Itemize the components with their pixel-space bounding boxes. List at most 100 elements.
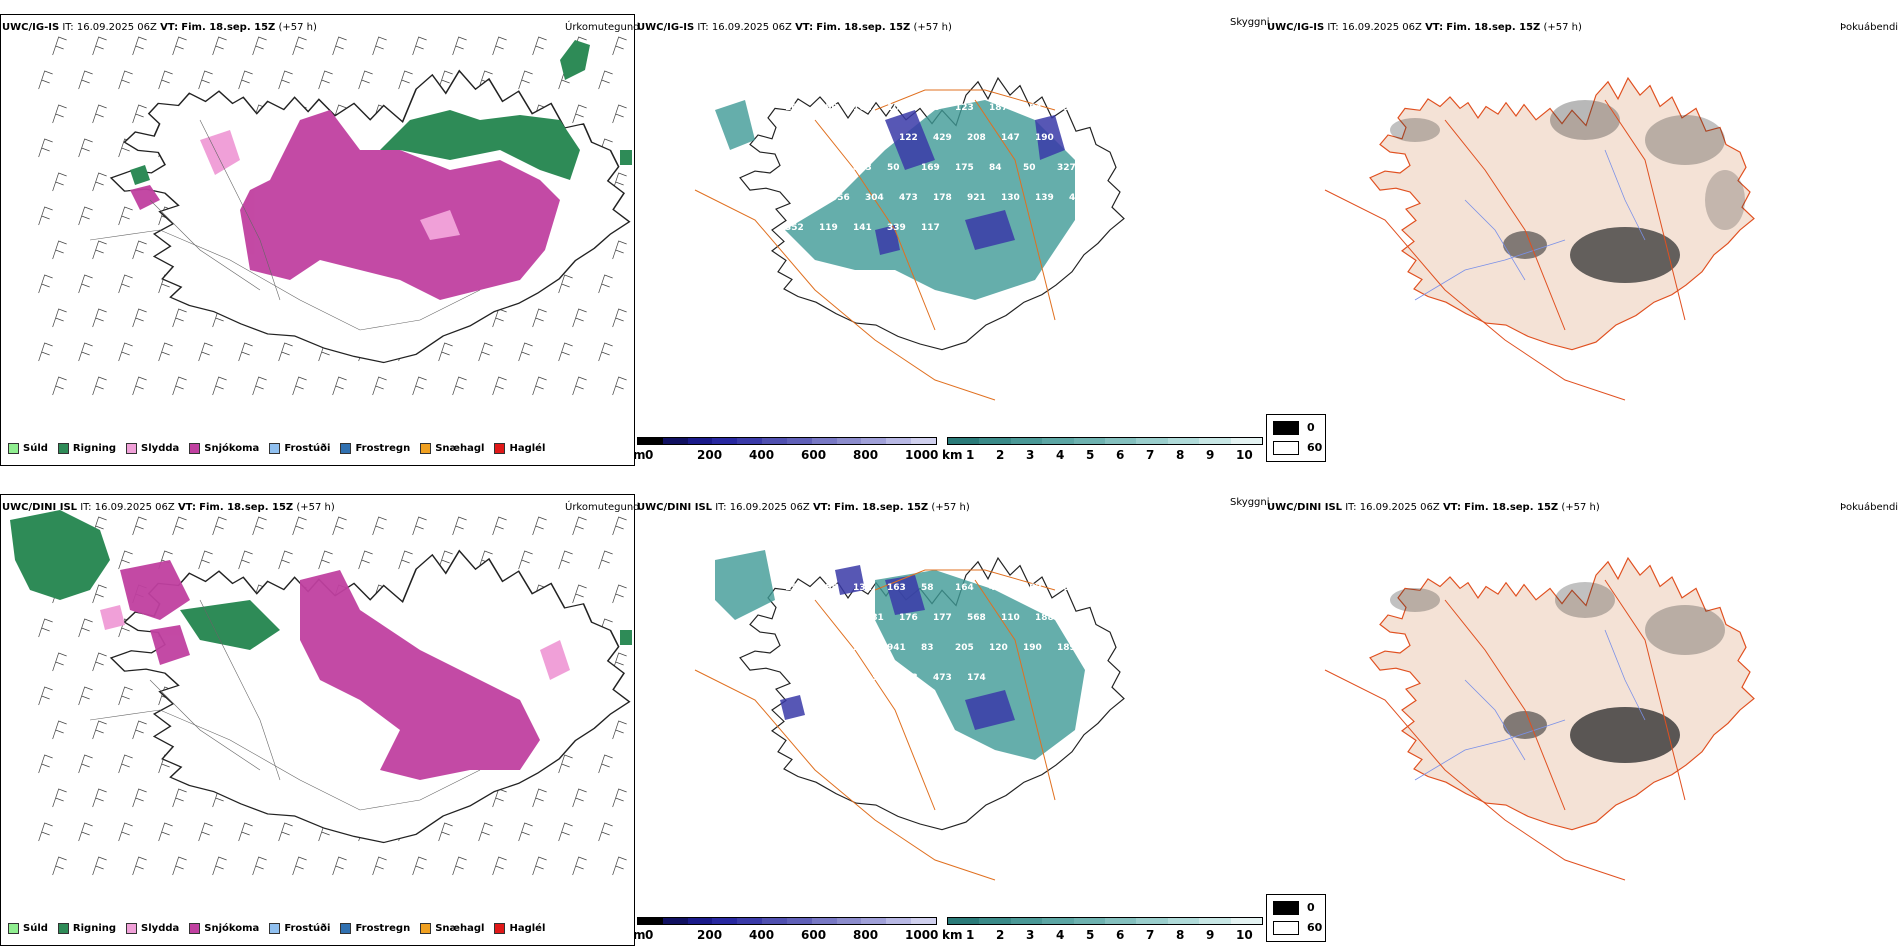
wind-barb <box>332 516 347 536</box>
valid-time: Fim. 18.sep. 15Z <box>1464 502 1559 513</box>
legend-item: Frostúði <box>269 443 330 454</box>
wind-barb <box>118 206 133 226</box>
wind-barb <box>198 822 213 842</box>
colorbar-unit: m <box>633 928 646 942</box>
colorbar-segment <box>1042 918 1074 924</box>
wind-barb <box>132 856 147 876</box>
ceiling-label: 122 <box>899 133 918 143</box>
ceiling-label: 103 <box>785 103 804 113</box>
ceiling-label: 190 <box>1023 643 1042 653</box>
ceiling-label: 185 <box>819 583 838 593</box>
ceiling-label: 50 <box>887 163 900 173</box>
legend-swatch <box>126 443 138 454</box>
colorbar-tick: 800 <box>853 928 879 942</box>
wind-barb <box>252 36 267 56</box>
wind-barb <box>78 138 93 158</box>
legend-item: Snjókoma <box>189 923 259 934</box>
legend-swatch <box>57 923 69 934</box>
wind-barb <box>92 652 107 672</box>
roads <box>694 569 1056 881</box>
colorbar-tick: 400 <box>749 448 775 462</box>
valid-time: Fim. 18.sep. 15Z <box>199 502 294 513</box>
ceiling-label: 134 <box>865 673 884 683</box>
colorbar-segment <box>811 918 837 924</box>
ceiling-label: 941 <box>887 643 906 653</box>
ceiling-label: 58 <box>921 583 934 593</box>
colorbar-tick: 6 <box>1116 448 1125 462</box>
roads <box>89 119 481 331</box>
fog-map <box>1324 557 1755 881</box>
wind-barb <box>118 70 133 90</box>
colorbar-tick: 10 <box>1236 928 1253 942</box>
legend-swatch <box>494 443 506 454</box>
colorbar-segment <box>1230 918 1263 924</box>
fog-legend-bottom-label: 60 <box>1307 921 1323 934</box>
wind-barb <box>532 308 547 328</box>
visibility-map: 150 185 131 163 58 164 406 162 181 81 84 181 176 177 5… <box>694 550 1125 881</box>
wind-barb <box>358 550 373 570</box>
wind-barb <box>292 376 307 396</box>
legend-item: Haglél <box>494 923 545 934</box>
colorbar-tick: 2 <box>996 448 1005 462</box>
legend-item: Frostregn <box>340 443 410 454</box>
visibility-panel-row1: UWC/IG-IS IT: 16.09.2025 06Z VT: Fim. 18… <box>635 0 1275 470</box>
wind-barb <box>452 36 467 56</box>
ceiling-label: 208 <box>967 133 986 143</box>
ceiling-label: 83 <box>921 643 934 653</box>
legend-swatch <box>269 443 281 454</box>
legend-label: Frostúði <box>284 923 331 934</box>
colorbar-segment <box>948 918 980 924</box>
valid-time-label: VT: <box>177 502 196 513</box>
wind-barb <box>132 720 147 740</box>
legend-item: Súld <box>8 923 48 934</box>
colorbar-segment <box>737 438 763 444</box>
wind-barb <box>278 550 293 570</box>
colorbar-tick: 9 <box>1206 928 1215 942</box>
low-ceiling-area <box>875 110 1065 255</box>
colorbar-tick: 200 <box>697 448 723 462</box>
wind-barb <box>612 516 627 536</box>
ceiling-label: 422 <box>785 643 804 653</box>
colorbar-tick: 1000 <box>905 928 939 942</box>
colorbar-tick: 1 <box>966 448 975 462</box>
legend-item: Snæhagl <box>420 443 484 454</box>
legend-item: Slydda <box>126 923 179 934</box>
wind-barb <box>318 70 333 90</box>
colorbar-segment <box>979 438 1011 444</box>
wind-barb <box>52 172 67 192</box>
ceiling-label: 843 <box>853 163 872 173</box>
wind-barb <box>492 36 507 56</box>
model-name: UWC/IG-IS <box>1267 22 1325 33</box>
ceiling-label: 205 <box>955 643 974 653</box>
ceiling-label: 178 <box>933 193 952 203</box>
lead-time: (+57 h) <box>931 502 970 513</box>
legend-item: Slydda <box>126 443 179 454</box>
colorbar-tick: 1 <box>966 928 975 942</box>
colorbar-tick: 2 <box>996 928 1005 942</box>
colorbar-segment <box>737 918 763 924</box>
precip-map <box>10 510 632 876</box>
fog-legend-dark <box>1273 901 1299 915</box>
wind-barb <box>78 70 93 90</box>
wind-barb <box>172 856 187 876</box>
model-name: UWC/DINI ISL <box>1267 502 1343 513</box>
colorbar-segment <box>1230 438 1263 444</box>
wind-barb <box>598 70 613 90</box>
rain-area <box>130 40 632 185</box>
init-time: IT: 16.09.2025 06Z <box>1327 22 1422 33</box>
wind-barb <box>438 342 453 362</box>
lead-time: (+57 h) <box>1561 502 1600 513</box>
colorbar-segment <box>1136 438 1168 444</box>
colorbar-segment <box>762 438 787 444</box>
ceiling-label: 107 <box>1069 133 1088 143</box>
ceiling-label: 352 <box>785 223 804 233</box>
ceiling-label: 473 <box>933 673 952 683</box>
roads <box>694 89 1056 401</box>
wind-barb <box>212 856 227 876</box>
fog-shading <box>1390 100 1745 283</box>
colorbar-segment <box>712 438 738 444</box>
legend-label: Slydda <box>141 443 180 454</box>
ceiling-label: 150 <box>785 583 804 593</box>
fog-legend-top-label: 0 <box>1307 901 1315 914</box>
wind-barb <box>572 856 587 876</box>
